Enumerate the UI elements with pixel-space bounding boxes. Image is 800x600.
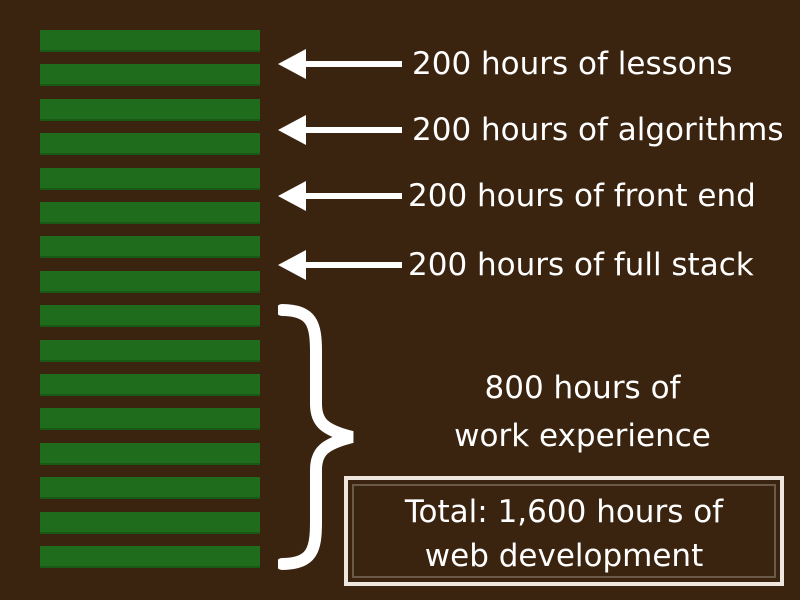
front-end-label: 200 hours of front end [408,178,756,214]
hour-bar [40,30,260,52]
hour-bar [40,202,260,224]
hour-bar [40,305,260,327]
work-experience-label: 800 hours of work experience [400,364,765,460]
hour-bar [40,64,260,86]
algorithms-label: 200 hours of algorithms [412,112,784,148]
left-arrow-icon [278,181,402,211]
curly-brace-icon [278,304,354,570]
full-stack-label: 200 hours of full stack [408,247,754,283]
lessons-label: 200 hours of lessons [412,46,733,82]
left-arrow-icon [278,250,402,280]
hour-bar [40,271,260,293]
hour-bar [40,168,260,190]
left-arrow-icon [278,49,402,79]
hour-bar [40,477,260,499]
left-arrow-icon [278,115,402,145]
hour-bar [40,340,260,362]
total-line-2: web development [424,538,704,574]
total-box: Total: 1,600 hours of web development [344,476,784,586]
hour-bar [40,443,260,465]
work-line-2: work experience [454,418,711,454]
hour-bar [40,374,260,396]
hour-bar [40,99,260,121]
hour-bar [40,408,260,430]
work-line-1: 800 hours of [484,370,681,406]
hour-bar [40,133,260,155]
total-line-1: Total: 1,600 hours of [404,494,724,530]
hour-bar [40,236,260,258]
hour-bar [40,512,260,534]
hour-bar [40,546,260,568]
